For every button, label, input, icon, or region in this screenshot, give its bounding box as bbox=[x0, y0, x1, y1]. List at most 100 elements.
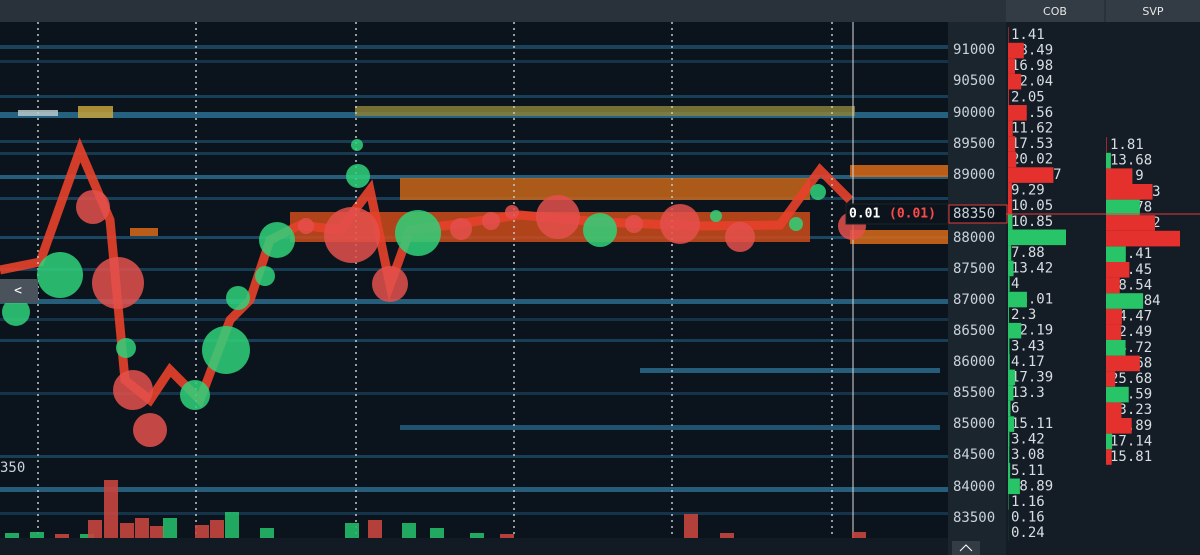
price-label: 84500 bbox=[953, 447, 995, 463]
heat-band bbox=[0, 299, 948, 304]
svp-bar bbox=[1106, 418, 1132, 434]
price-label: 85000 bbox=[953, 416, 995, 432]
svp-bar bbox=[1106, 449, 1112, 465]
svp-bar bbox=[1106, 246, 1126, 262]
cob-bar bbox=[1008, 462, 1011, 479]
cob-bar bbox=[1008, 27, 1009, 43]
cob-bar bbox=[1008, 291, 1027, 308]
trade-bubble bbox=[536, 195, 580, 239]
volume-bar bbox=[80, 534, 94, 538]
heat-band bbox=[850, 165, 948, 177]
heat-band bbox=[0, 512, 948, 515]
volume-bar bbox=[163, 518, 177, 538]
scroll-button[interactable] bbox=[952, 541, 980, 555]
cob-bar bbox=[1008, 447, 1010, 463]
cob-value: 28.89 bbox=[1011, 478, 1053, 494]
heat-band bbox=[0, 455, 948, 458]
price-label: 88000 bbox=[953, 230, 995, 246]
trade-bubble bbox=[351, 139, 363, 151]
volume-bar bbox=[195, 525, 209, 538]
heatmap bbox=[0, 22, 948, 538]
back-button-bg[interactable] bbox=[0, 279, 38, 303]
price-label: 87000 bbox=[953, 292, 995, 308]
volume-bar bbox=[150, 526, 164, 538]
cob-bar bbox=[1008, 245, 1012, 261]
cob-bar bbox=[1008, 478, 1020, 495]
cob-value: 16.98 bbox=[1011, 58, 1053, 74]
trade-bubble bbox=[116, 338, 136, 358]
cob-bar bbox=[1008, 136, 1016, 152]
cob-bar bbox=[1008, 42, 1024, 59]
cob-value: 2.05 bbox=[1011, 89, 1045, 105]
cob-bar bbox=[1008, 198, 1013, 214]
cob-bar bbox=[1008, 260, 1014, 277]
trade-bubble bbox=[505, 205, 519, 219]
back-button[interactable]: < bbox=[14, 284, 22, 299]
svp-bar bbox=[1106, 386, 1129, 403]
svp-bar bbox=[1106, 262, 1130, 278]
scroll-icon[interactable] bbox=[959, 544, 973, 552]
cob-bar bbox=[1008, 89, 1009, 106]
svp-bar bbox=[1106, 340, 1126, 356]
svp-value: 13.68 bbox=[1110, 153, 1152, 169]
svp-value: 38.54 bbox=[1110, 277, 1152, 293]
cob-value: 13.42 bbox=[1011, 260, 1053, 276]
trade-bubble bbox=[625, 215, 643, 233]
cob-value: 1.41 bbox=[1011, 27, 1045, 43]
cob-bar bbox=[1008, 431, 1010, 448]
cob-bar bbox=[1008, 167, 1054, 183]
heat-band bbox=[0, 140, 948, 143]
trade-bubble bbox=[482, 212, 500, 230]
cob-bar bbox=[1008, 354, 1010, 370]
price-label: 83500 bbox=[953, 510, 995, 526]
cob-value: 1.16 bbox=[1011, 494, 1045, 510]
trade-bubble bbox=[202, 326, 250, 374]
trade-bubble bbox=[324, 207, 380, 263]
volume-bar bbox=[470, 533, 484, 538]
svp-bar bbox=[1106, 324, 1122, 340]
price-label: 90500 bbox=[953, 73, 995, 89]
trade-bubble bbox=[372, 266, 408, 302]
cob-bar bbox=[1008, 105, 1027, 121]
cob-bar bbox=[1008, 338, 1010, 355]
price-label: 84000 bbox=[953, 479, 995, 495]
trade-bubble bbox=[92, 257, 144, 309]
heat-band bbox=[400, 425, 940, 430]
cob-value: 11.62 bbox=[1011, 120, 1053, 136]
trade-bubble bbox=[180, 380, 210, 410]
svp-bar bbox=[1106, 371, 1116, 387]
cob-value: 7.88 bbox=[1011, 245, 1045, 261]
cob-value: 5.11 bbox=[1011, 463, 1045, 479]
heat-band bbox=[0, 60, 948, 63]
price-label: 90000 bbox=[953, 105, 995, 121]
trade-bubble bbox=[133, 413, 167, 447]
cob-value: 9.29 bbox=[1011, 183, 1045, 199]
heat-band bbox=[0, 392, 948, 395]
svp-value: 17.14 bbox=[1110, 433, 1152, 449]
time-axis-bg bbox=[0, 538, 948, 555]
heat-band bbox=[0, 95, 948, 98]
price-axis-panel bbox=[948, 22, 1006, 555]
price-label: 91000 bbox=[953, 42, 995, 58]
cob-bar bbox=[1008, 307, 1009, 323]
cob-value: 10.05 bbox=[1011, 198, 1053, 214]
cob-bar bbox=[1008, 120, 1013, 137]
cob-value: 6 bbox=[1011, 401, 1019, 417]
svp-bar bbox=[1106, 137, 1107, 153]
heat-band bbox=[0, 318, 948, 321]
trade-bubble bbox=[113, 370, 153, 410]
trade-bubble bbox=[710, 210, 722, 222]
volume-bar bbox=[720, 533, 734, 538]
cob-bar bbox=[1008, 400, 1011, 417]
trade-bubble bbox=[298, 218, 314, 234]
trade-bubble bbox=[583, 213, 617, 247]
cob-value: 13.3 bbox=[1011, 385, 1045, 401]
cob-value: 2.3 bbox=[1011, 307, 1036, 323]
trade-bubble bbox=[37, 252, 83, 298]
cob-value: 32.04 bbox=[1011, 74, 1053, 90]
volume-bar bbox=[5, 533, 19, 538]
price-tag-value: 0.01 bbox=[849, 207, 880, 222]
profile-panel bbox=[1006, 22, 1200, 555]
price-label: 86000 bbox=[953, 354, 995, 370]
